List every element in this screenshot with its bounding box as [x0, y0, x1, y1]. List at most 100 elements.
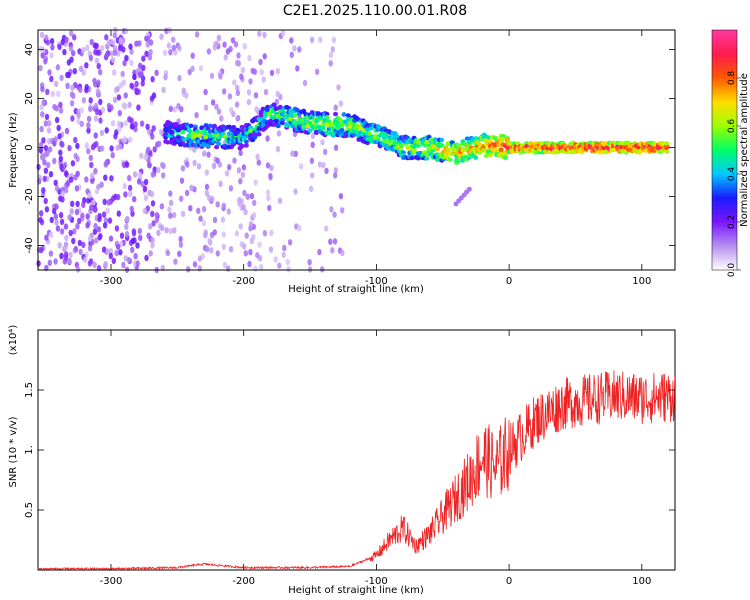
spectrogram-cell: [72, 68, 78, 75]
spectrogram-cell: [215, 250, 220, 257]
spectrogram-cell: [119, 38, 124, 45]
spectrogram-cell: [168, 105, 173, 113]
spectrogram-cell: [128, 136, 133, 143]
spectrogram-cell: [71, 92, 76, 100]
spectrogram-cell: [139, 152, 144, 159]
spectrogram-cell: [93, 132, 98, 139]
spectrogram-cell: [145, 123, 150, 130]
spectrogram-cell: [317, 248, 322, 256]
spectrogram-cell: [251, 212, 257, 219]
spectrogram-cell: [257, 30, 262, 37]
spectrogram-cell: [143, 194, 149, 202]
spectrogram-cell: [148, 250, 153, 257]
spectrogram-cell: [179, 177, 185, 184]
spectrogram-cell: [86, 115, 92, 123]
spectrogram-cell: [239, 143, 245, 149]
x-tick-label: -200: [232, 276, 255, 287]
spectrogram-cell: [132, 171, 138, 178]
spectrogram-cell: [150, 210, 155, 218]
spectrogram-cell: [106, 39, 112, 46]
spectrogram-cell: [119, 232, 125, 239]
spectrogram-cell: [164, 227, 169, 234]
spectrogram-cell: [127, 184, 133, 192]
spectrogram-cell: [242, 189, 247, 197]
x-tick-label: 0: [506, 276, 512, 287]
spectrogram-cell: [214, 144, 220, 150]
spectrogram-cell: [77, 217, 82, 225]
spectrogram-cell: [76, 118, 81, 125]
spectrogram-cell: [222, 41, 227, 48]
spectrogram-cell: [38, 147, 44, 154]
spectrogram-cell: [86, 127, 91, 134]
spectrogram-cell: [226, 208, 231, 215]
spectrogram-cell: [96, 91, 102, 98]
spectrogram-cell: [146, 146, 151, 153]
x-tick-label: 0: [506, 576, 512, 587]
spectrogram-cell: [221, 231, 226, 238]
spectrogram-cell: [69, 30, 74, 37]
spectrogram-cell: [96, 79, 101, 86]
spectrogram-cell: [65, 82, 70, 90]
spectrogram-cell: [151, 125, 156, 132]
spectrogram-cell: [259, 263, 264, 271]
spectrogram-cell: [309, 157, 315, 164]
spectrogram-cell: [273, 256, 278, 263]
spectrogram-cell: [313, 130, 319, 135]
spectrogram-cell: [226, 265, 231, 272]
spectrogram-cell: [302, 79, 308, 87]
spectrogram-cell: [245, 193, 250, 200]
spectrogram-cell: [94, 57, 100, 64]
spectrogram-cell: [53, 136, 58, 143]
colorbar-tick-label: 0.6: [727, 119, 737, 134]
spectrogram-cell: [124, 230, 130, 238]
spectrogram-cell: [104, 34, 109, 41]
spectrogram-cell: [439, 142, 445, 148]
spectrogram-cell: [115, 85, 120, 93]
spectrogram-cell: [330, 46, 335, 53]
snr-x-ticks: -300 -200 -100 0 100: [100, 330, 651, 587]
spectrogram-cell: [221, 202, 226, 209]
spectrogram-cell: [308, 185, 314, 192]
spectrogram-cell: [201, 219, 207, 227]
spectrogram-cell: [498, 147, 504, 152]
spectrogram-cell: [58, 107, 64, 114]
spectrogram-cell: [198, 65, 204, 72]
spectrogram-cell: [156, 140, 162, 147]
spectrogram-cell: [241, 135, 247, 140]
spectrogram-cell: [47, 259, 52, 266]
spectrogram-cell: [333, 104, 338, 111]
spectrogram-cell: [43, 144, 49, 152]
snr-series-line: [38, 370, 675, 570]
spectrogram-cell: [252, 199, 257, 207]
x-tick-label: -300: [100, 276, 123, 287]
spectrogram-cell: [338, 100, 344, 107]
spectrogram-cell: [228, 185, 234, 192]
spectrogram-cell: [129, 59, 134, 66]
spectrogram-cell: [664, 149, 670, 154]
spectrogram-cell: [186, 133, 192, 138]
spectrogram-cell: [188, 205, 193, 212]
spectrogram-cell: [343, 133, 349, 139]
spectrogram-cell: [46, 127, 52, 134]
spectrogram-cell: [86, 197, 91, 204]
spectrogram-cell: [150, 237, 155, 244]
spectrogram-cell: [39, 31, 45, 39]
figure-title: C2E1.2025.110.00.01.R08: [283, 3, 467, 19]
spectrogram-cell: [180, 129, 186, 135]
spectrogram-cell: [152, 146, 157, 153]
spectrogram-cell: [324, 111, 330, 117]
spectrogram-cell: [321, 162, 326, 169]
spectrogram-cell: [324, 225, 329, 232]
spectrogram-cell: [159, 33, 164, 40]
spectrogram-cell: [75, 223, 80, 230]
spectrogram-cell: [38, 216, 43, 224]
spectrogram-cell: [87, 260, 93, 267]
spectrogram-cell: [367, 131, 372, 136]
spectrogram-cell: [84, 176, 89, 183]
spectrogram-cell: [40, 111, 45, 118]
spectrogram-cell: [207, 194, 212, 202]
spectrogram-cell: [477, 150, 483, 155]
spectrogram-cell: [117, 45, 123, 52]
spectrogram-cell: [40, 52, 45, 59]
spectrogram-cell: [171, 36, 176, 43]
